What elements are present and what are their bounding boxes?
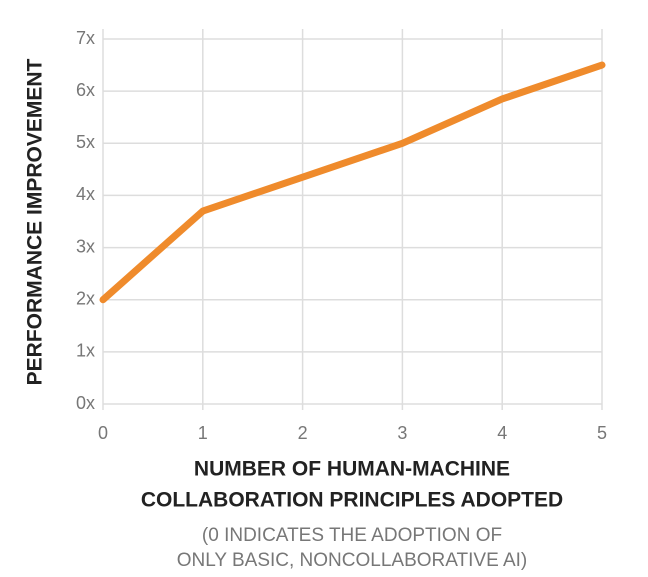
data-line [99,61,606,304]
note: (0 INDICATES THE ADOPTION OF [202,525,502,546]
x-tick-label: 5 [597,423,607,443]
x-axis-label: COLLABORATION PRINCIPLES ADOPTED [141,489,563,512]
y-tick-label: 0x [76,393,95,413]
y-tick-label: 2x [76,288,95,308]
x-tick-label: 1 [198,423,208,443]
x-tick-label: 0 [98,423,108,443]
y-tick-label: 6x [76,80,95,100]
y-axis-label: PERFORMANCE IMPROVEMENT [24,58,47,385]
y-tick-label: 4x [76,184,95,204]
x-tick-label: 4 [497,423,507,443]
x-axis-label: NUMBER OF HUMAN-MACHINE [194,458,510,481]
note: ONLY BASIC, NONCOLLABORATIVE AI) [177,550,528,571]
y-tick-label: 7x [76,28,95,48]
y-tick-label: 5x [76,132,95,152]
x-tick-label: 2 [298,423,308,443]
x-tick-label: 3 [397,423,407,443]
y-tick-label: 1x [76,341,95,361]
y-tick-label: 3x [76,236,95,256]
